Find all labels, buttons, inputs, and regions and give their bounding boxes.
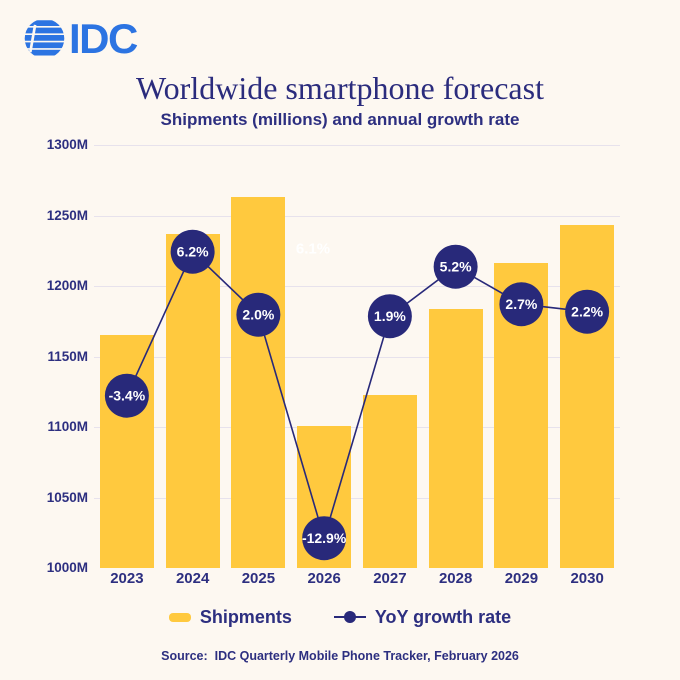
yoy-line-dot-icon bbox=[333, 610, 366, 624]
idc-logo: IDC bbox=[24, 14, 138, 62]
legend: Shipments YoY growth rate bbox=[0, 603, 680, 631]
shipments-bar-2028 bbox=[428, 308, 483, 568]
x-axis-label-2030: 2030 bbox=[570, 570, 604, 587]
x-axis-label-2029: 2029 bbox=[504, 570, 539, 587]
legend-item-yoy: YoY growth rate bbox=[333, 606, 512, 628]
x-axis-label-2028: 2028 bbox=[438, 570, 473, 587]
gridline-1300M bbox=[94, 145, 620, 146]
y-axis-label-1000M: 1000M bbox=[46, 560, 88, 575]
x-axis-label-2026: 2026 bbox=[307, 570, 341, 587]
growth-label-2027: 1.9% bbox=[374, 308, 406, 324]
gridline-1250M bbox=[94, 215, 620, 217]
shipments-bar-2023 bbox=[99, 335, 154, 568]
ghost-growth-label: 6.1% bbox=[295, 240, 331, 258]
shipments-swatch-icon bbox=[168, 612, 191, 622]
growth-point-2027 bbox=[367, 294, 412, 339]
chart-title: Worldwide smartphone forecast bbox=[136, 70, 544, 106]
y-axis-label-1150M: 1150M bbox=[47, 348, 88, 364]
growth-label-2028: 5.2% bbox=[440, 259, 472, 275]
legend-shipments-label: Shipments bbox=[199, 606, 292, 627]
x-axis-label-2023: 2023 bbox=[110, 570, 144, 587]
y-axis-label-1200M: 1200M bbox=[46, 278, 88, 293]
y-axis-label-1250M: 1250M bbox=[46, 207, 88, 223]
shipments-bar-2026 bbox=[297, 425, 352, 568]
idc-globe-icon bbox=[24, 20, 65, 56]
legend-yoy-label: YoY growth rate bbox=[374, 606, 512, 627]
growth-point-2028 bbox=[433, 244, 478, 289]
shipments-bar-2029 bbox=[494, 263, 549, 568]
x-axis-label-2025: 2025 bbox=[241, 570, 276, 587]
x-axis-label-2027: 2027 bbox=[373, 570, 407, 587]
shipments-bar-2025 bbox=[231, 197, 286, 568]
idc-logo-text: IDC bbox=[69, 14, 138, 62]
shipments-bar-2030 bbox=[560, 225, 615, 568]
y-axis-label-1050M: 1050M bbox=[46, 489, 88, 505]
shipments-bar-2027 bbox=[362, 394, 417, 568]
source-note: Source: IDC Quarterly Mobile Phone Track… bbox=[161, 649, 519, 663]
y-axis-label-1300M: 1300M bbox=[46, 137, 88, 152]
chart-subtitle: Shipments (millions) and annual growth r… bbox=[160, 110, 520, 129]
y-axis-label-1100M: 1100M bbox=[47, 419, 88, 434]
shipments-bar-2024 bbox=[165, 233, 220, 568]
legend-item-shipments: Shipments bbox=[168, 606, 292, 628]
x-axis-label-2024: 2024 bbox=[175, 570, 210, 587]
